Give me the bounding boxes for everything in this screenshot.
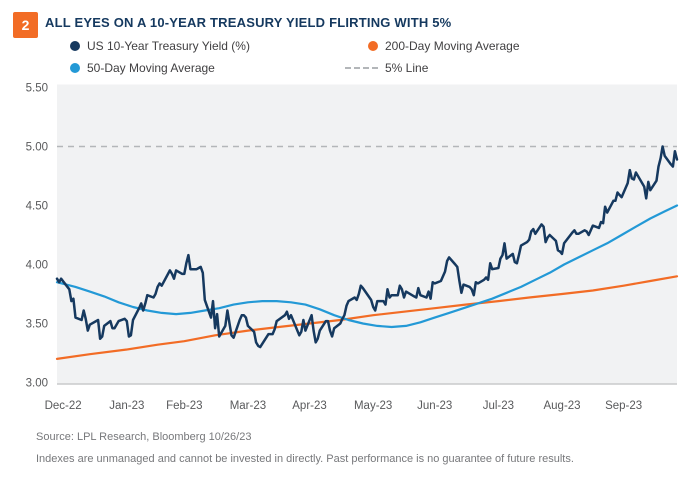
x-axis-tick-label: Apr-23: [292, 400, 327, 412]
y-axis-tick-label: 4.00: [26, 260, 48, 272]
chart-legend: US 10-Year Treasury Yield (%) 200-Day Mo…: [45, 38, 665, 75]
legend-label: 200-Day Moving Average: [385, 38, 520, 53]
x-axis-tick-label: Sep-23: [605, 400, 642, 412]
legend-label: 5% Line: [385, 60, 429, 75]
plot-area: [57, 84, 677, 384]
legend-item-treasury-yield: US 10-Year Treasury Yield (%): [45, 38, 343, 53]
legend-marker-slot: [343, 40, 378, 51]
y-axis-tick-label: 3.00: [26, 378, 48, 390]
series-line-200-day-moving-average: [55, 275, 679, 360]
x-axis-tick-label: Dec-22: [45, 400, 82, 412]
legend-marker-slot: [45, 40, 80, 51]
dashed-line-icon: [345, 66, 378, 69]
y-axis-tick-label: 3.50: [26, 319, 48, 331]
x-axis-tick-label: Feb-23: [166, 400, 202, 412]
chart-title: ALL EYES ON A 10-YEAR TREASURY YIELD FLI…: [45, 15, 452, 30]
legend-item-50-day-ma: 50-Day Moving Average: [45, 60, 343, 75]
legend-marker-slot: [343, 66, 378, 69]
series-line-us-10-year-treasury-yield: [55, 145, 679, 349]
chart-canvas: 3.00 3.50 4.00 4.50 5.00 5.50 Dec-22 Jan-23 Feb-…: [26, 83, 679, 412]
legend-marker-slot: [45, 62, 80, 73]
ma-50-dot-icon: [70, 62, 80, 73]
y-axis-tick-label: 4.50: [26, 201, 48, 213]
legend-label: 50-Day Moving Average: [87, 60, 215, 75]
source-attribution: Source: LPL Research, Bloomberg 10/26/23: [36, 431, 252, 443]
legend-item-5-percent-line: 5% Line: [343, 60, 665, 75]
y-axis-tick-label: 5.00: [26, 142, 48, 154]
x-axis-tick-label: Mar-23: [230, 400, 266, 412]
x-axis-tick-label: Jun-23: [417, 400, 452, 412]
ma-200-dot-icon: [368, 40, 378, 51]
y-axis-tick-label: 5.50: [26, 83, 48, 95]
legend-item-200-day-ma: 200-Day Moving Average: [343, 38, 665, 53]
series-line-50-day-moving-average: [55, 204, 679, 329]
disclaimer-text: Indexes are unmanaged and cannot be inve…: [36, 453, 574, 465]
x-axis-tick-label: Jan-23: [109, 400, 144, 412]
treasury-yield-dot-icon: [70, 40, 80, 51]
legend-label: US 10-Year Treasury Yield (%): [87, 38, 250, 53]
x-axis-tick-label: Jul-23: [483, 400, 514, 412]
x-axis-tick-label: Aug-23: [543, 400, 580, 412]
x-axis-tick-label: May-23: [354, 400, 392, 412]
figure-number-badge: 2: [13, 12, 38, 38]
